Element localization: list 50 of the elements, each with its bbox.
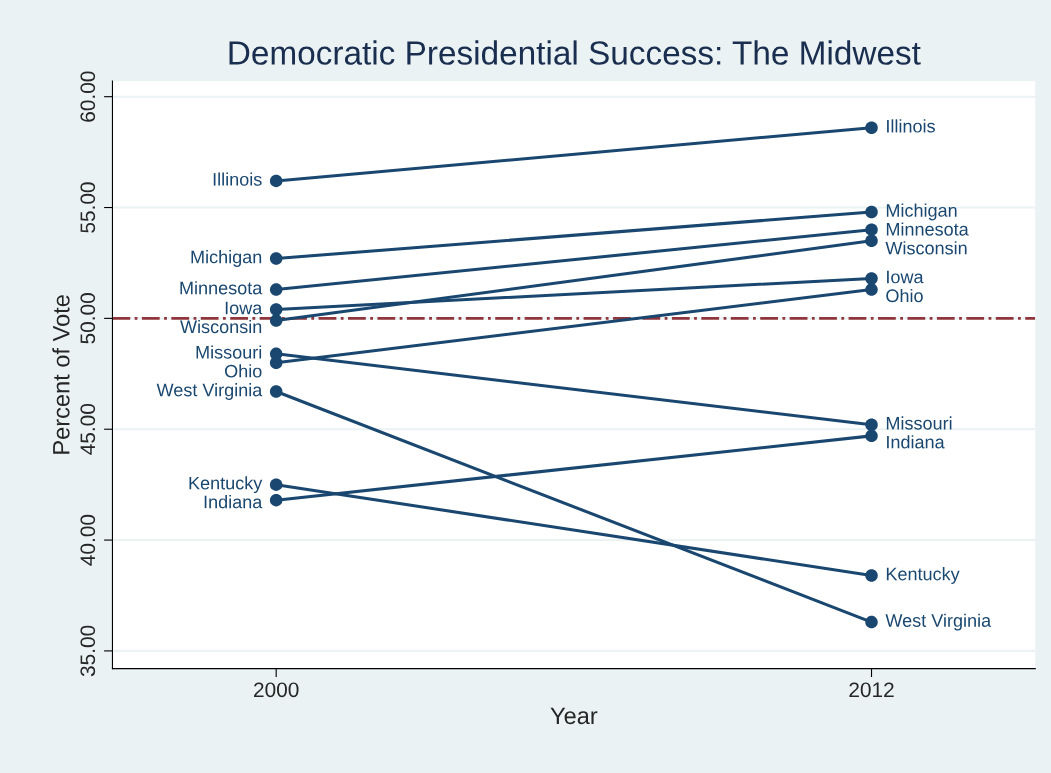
series-label: Minnesota (180, 281, 263, 295)
point (269, 314, 283, 327)
point (269, 478, 283, 491)
point (269, 174, 283, 188)
series-label: Michigan (191, 250, 262, 267)
text: Illinois (887, 119, 935, 133)
series-label: Illinois (213, 172, 262, 186)
point (269, 283, 283, 296)
x-tick-label: 2012 (849, 682, 894, 698)
point (865, 569, 878, 582)
text: Wisconsin (180, 319, 262, 334)
text: Minnesota (886, 222, 969, 236)
point (269, 493, 283, 507)
y-tick-label: 60.00 (80, 71, 96, 122)
point (865, 418, 878, 432)
series-label: Indiana (204, 495, 263, 509)
point (865, 223, 878, 236)
series-label: Ohio (886, 288, 923, 303)
point (865, 283, 878, 296)
text: Indiana (887, 435, 945, 449)
point (865, 121, 878, 134)
text: Missouri (886, 416, 952, 430)
point (865, 429, 878, 443)
point (269, 303, 283, 316)
x-axis-title: Year (550, 707, 598, 725)
series-label: Kentucky (189, 476, 263, 494)
point (269, 356, 283, 369)
point (865, 272, 878, 285)
y-axis-title: Percent of Vote (52, 295, 70, 454)
y-tick-label: 50.00 (80, 293, 96, 344)
y-tick-label: 55.00 (80, 182, 96, 233)
series-label: Iowa (225, 301, 263, 315)
text: Michigan (886, 203, 957, 221)
x-tick-label: 2000 (254, 682, 299, 698)
y-tick-label: 40.00 (80, 514, 96, 566)
text: Kentucky (886, 567, 960, 584)
text: West Virginia (885, 613, 992, 631)
point (865, 205, 878, 219)
point (865, 234, 878, 248)
text: Ohio (225, 364, 262, 378)
point (865, 615, 878, 629)
series-label: Missouri (196, 345, 262, 359)
series-label: Wisconsin (885, 241, 967, 255)
chart-title: Democratic Presidential Success: The Midwest (229, 40, 921, 65)
text: Iowa (887, 270, 924, 284)
y-tick-label: 45.00 (80, 403, 96, 455)
y-tick-label: 35.00 (80, 625, 96, 677)
point (269, 252, 283, 265)
series-label: West Virginia (156, 383, 263, 400)
point (269, 385, 283, 398)
